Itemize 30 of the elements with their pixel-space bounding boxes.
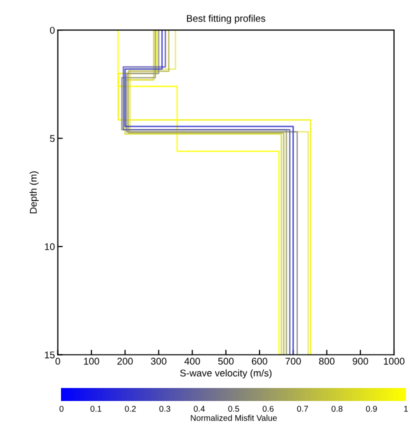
x-tick-label: 100 <box>84 358 100 365</box>
y-tick-label: 10 <box>44 243 55 250</box>
color-bar-label: 0.3 <box>159 406 170 412</box>
y-tick-label: 0 <box>50 26 55 34</box>
x-tick-label: 400 <box>184 358 200 365</box>
color-bar-label: 0.8 <box>332 406 342 412</box>
color-bar-label: 0.6 <box>262 406 274 412</box>
chart-title: Best fitting profiles <box>186 14 266 24</box>
x-tick-label: 900 <box>352 358 368 365</box>
x-tick-label: 700 <box>286 358 301 365</box>
y-tick-label: 15 <box>44 352 55 358</box>
y-axis-title: Depth (m) <box>30 171 39 214</box>
color-bar-label: 0.9 <box>366 406 377 412</box>
color-bar-label: 0.7 <box>297 406 308 412</box>
color-bar-label: 0.2 <box>124 406 136 412</box>
y-tick-label: 5 <box>50 135 55 142</box>
x-tick-label: 600 <box>252 358 268 365</box>
color-bar-label: 0 <box>60 406 64 412</box>
x-tick-label: 300 <box>150 358 166 365</box>
color-bar-label: 0.5 <box>228 406 240 412</box>
x-tick-label: 800 <box>319 358 334 365</box>
x-axis-title: S-wave velocity (m/s) <box>180 369 272 378</box>
x-tick-label: 1000 <box>384 358 404 365</box>
color-bar-title: Normalized Misfit Value <box>190 414 277 421</box>
color-bar-label: 1 <box>404 406 408 412</box>
x-tick-label: 0 <box>55 358 60 365</box>
color-bar-label: 0.1 <box>90 406 102 412</box>
x-tick-label: 200 <box>117 358 133 365</box>
color-bar-label: 0.4 <box>194 406 205 412</box>
x-tick-label: 500 <box>218 358 234 365</box>
